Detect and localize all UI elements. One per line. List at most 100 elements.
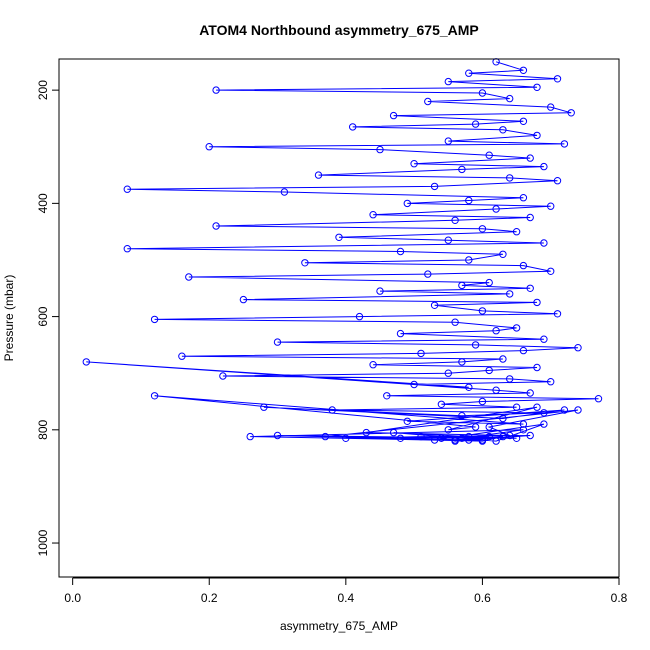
data-point	[519, 426, 528, 434]
data-point	[499, 432, 507, 441]
data-point	[280, 188, 289, 196]
data-point	[417, 349, 425, 358]
data-point	[540, 162, 548, 171]
data-point	[376, 287, 384, 295]
data-point	[574, 406, 582, 414]
x-tick-label: 0.4	[337, 591, 354, 605]
data-point	[485, 432, 493, 441]
data-point	[403, 417, 411, 425]
data-point	[444, 236, 452, 244]
data-point	[553, 75, 562, 83]
data-point	[547, 378, 555, 386]
data-point	[458, 281, 466, 290]
data-point	[417, 432, 425, 441]
data-point	[499, 355, 507, 363]
data-point	[499, 126, 507, 134]
data-point	[150, 315, 159, 324]
data-point	[437, 400, 446, 408]
data-point	[533, 83, 541, 92]
data-point	[321, 432, 329, 441]
data-point	[123, 245, 132, 253]
y-tick-label: 1000	[36, 529, 50, 556]
data-point	[492, 437, 500, 445]
data-point	[526, 284, 534, 292]
series-line	[86, 61, 599, 442]
data-point	[533, 403, 541, 411]
data-point	[219, 372, 227, 380]
data-point	[553, 177, 562, 185]
plot-frame	[58, 58, 620, 578]
data-point	[512, 434, 521, 442]
data-point	[526, 154, 534, 162]
x-tick-label: 0.2	[201, 591, 218, 605]
chart-title: ATOM4 Northbound asymmetry_675_AMP	[199, 22, 479, 38]
data-layer	[82, 58, 603, 445]
y-axis: 200 400 600 800 1000	[36, 80, 60, 556]
data-point	[178, 352, 186, 360]
data-point	[424, 270, 432, 278]
data-point	[492, 327, 500, 335]
data-point	[547, 202, 555, 210]
data-point	[478, 307, 487, 315]
data-point	[506, 174, 514, 182]
data-point	[512, 403, 521, 411]
data-point	[444, 369, 452, 377]
data-point	[396, 329, 405, 338]
data-point	[506, 94, 514, 103]
data-point	[301, 259, 309, 267]
data-point	[512, 228, 521, 236]
data-point	[150, 392, 159, 400]
data-point	[519, 117, 528, 126]
data-point	[540, 409, 548, 417]
data-point	[430, 182, 439, 191]
data-point	[465, 256, 473, 264]
data-point	[430, 301, 439, 309]
data-point	[465, 383, 473, 391]
data-point	[533, 131, 541, 140]
data-point	[239, 295, 248, 304]
data-point	[533, 298, 541, 307]
data-point	[519, 66, 528, 75]
data-point	[485, 423, 493, 431]
data-point	[314, 171, 323, 179]
data-point	[526, 431, 534, 440]
data-point	[574, 344, 582, 352]
data-point	[485, 151, 493, 159]
data-point	[123, 185, 132, 193]
data-point	[451, 437, 459, 445]
data-point	[246, 432, 254, 441]
y-tick-label: 600	[36, 306, 50, 326]
data-point	[519, 420, 528, 428]
data-point	[506, 290, 514, 298]
data-point	[478, 89, 487, 97]
data-point	[458, 412, 466, 420]
data-point	[594, 395, 603, 403]
data-point	[82, 358, 91, 366]
data-point	[335, 233, 343, 242]
data-point	[410, 160, 418, 168]
data-point	[492, 205, 500, 213]
data-point	[499, 414, 507, 423]
data-point	[499, 250, 507, 259]
data-point	[376, 145, 384, 154]
data-point	[526, 213, 534, 222]
x-tick-label: 0.8	[611, 591, 628, 605]
x-tick-label: 0.6	[474, 591, 491, 605]
data-point	[465, 69, 473, 77]
data-point	[519, 194, 528, 202]
data-point	[403, 199, 411, 208]
data-point	[519, 261, 528, 270]
data-point	[547, 267, 555, 275]
data-point	[485, 366, 493, 375]
data-point	[465, 196, 473, 205]
data-point	[444, 77, 452, 86]
data-point	[478, 225, 487, 233]
y-tick-label: 400	[36, 193, 50, 213]
data-point	[465, 432, 473, 441]
data-point	[458, 434, 466, 442]
data-point	[540, 335, 548, 343]
data-point	[485, 278, 493, 287]
data-point	[465, 436, 473, 444]
data-point	[471, 423, 480, 431]
